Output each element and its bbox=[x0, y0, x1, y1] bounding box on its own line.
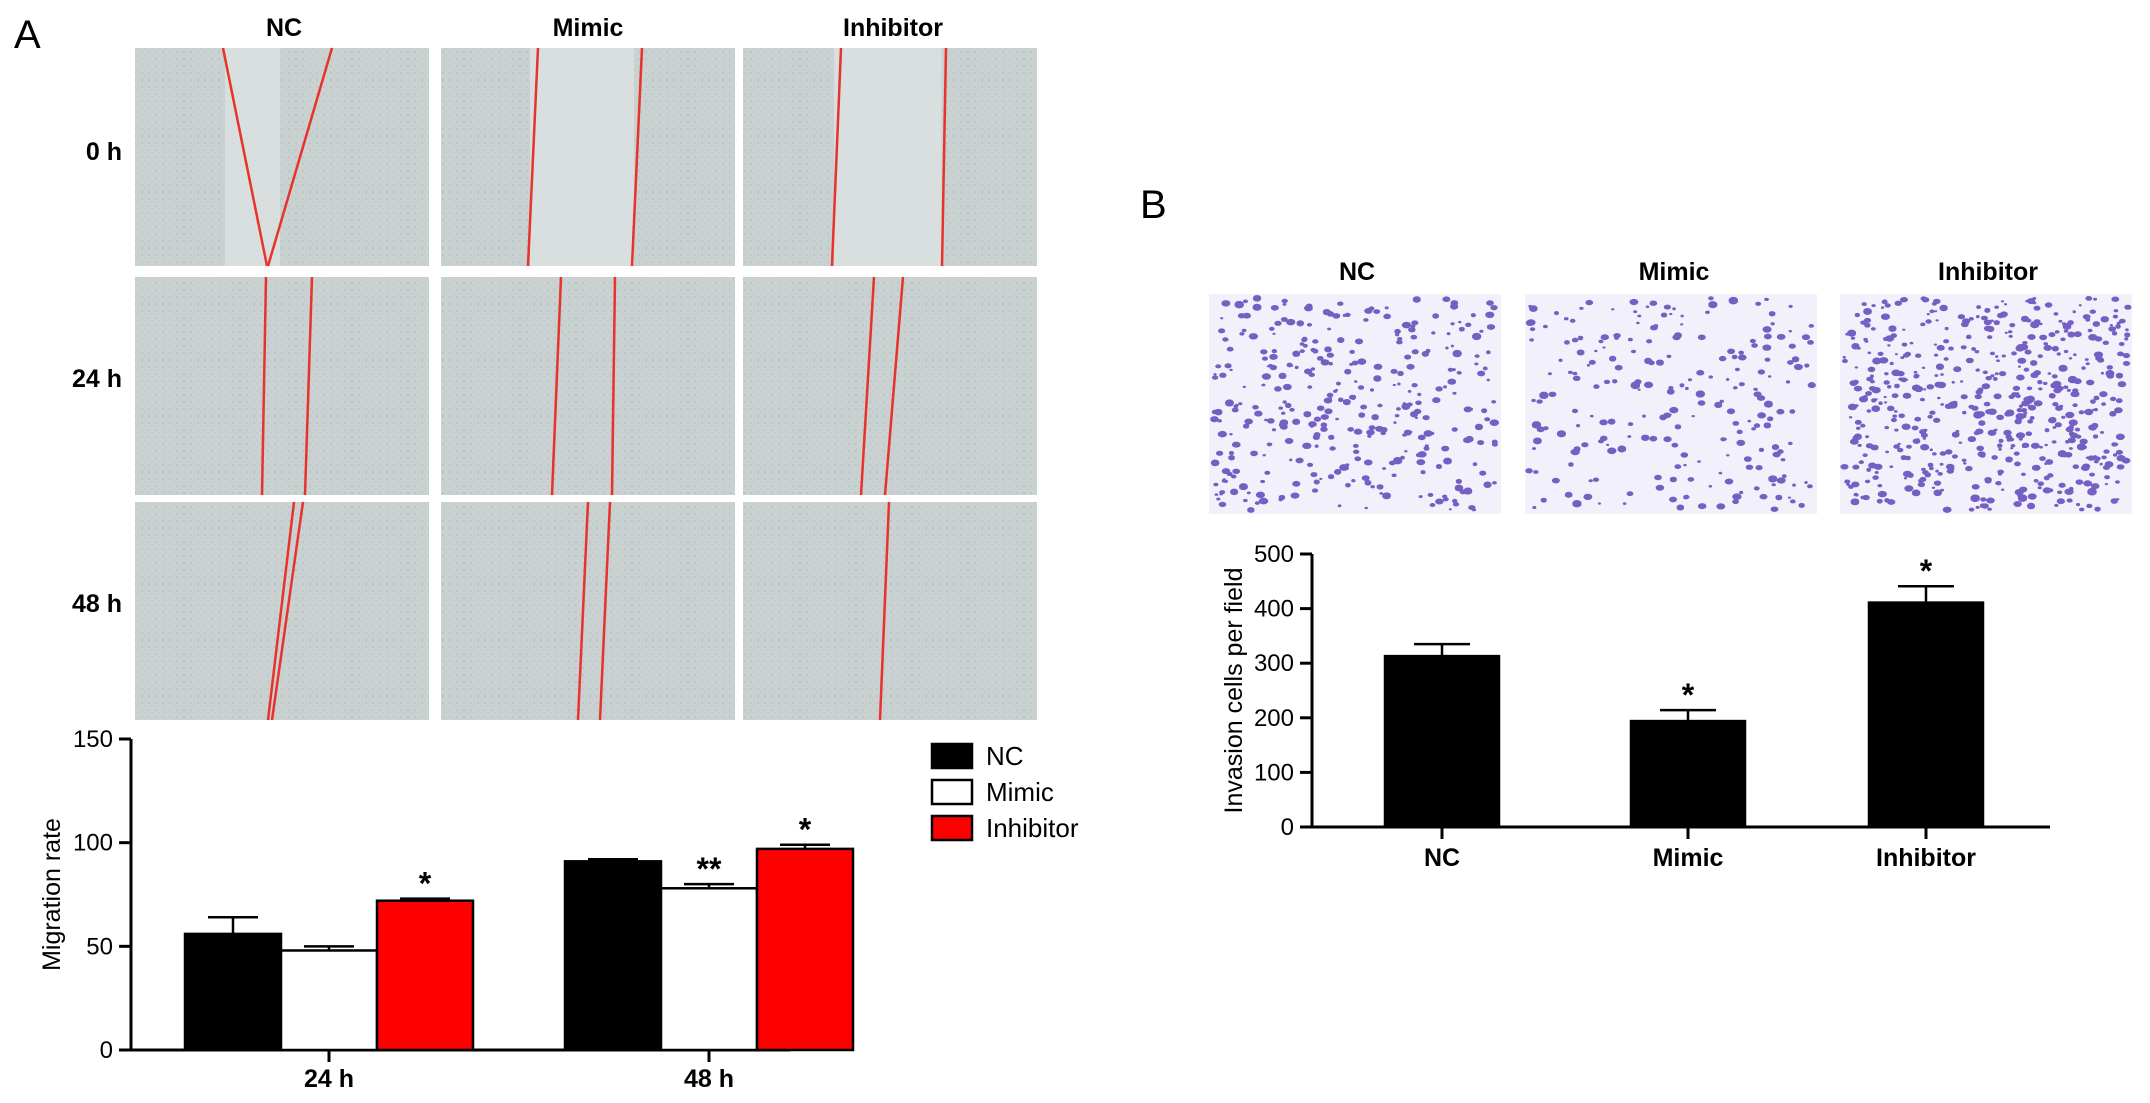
scratch-line bbox=[830, 47, 843, 267]
micrograph-0h-inhibitor bbox=[743, 47, 1037, 267]
legend-label-nc: NC bbox=[986, 741, 1024, 771]
scratch-line bbox=[610, 276, 617, 496]
panel-a-row-0h: 0 h bbox=[86, 138, 122, 166]
significance-marker: * bbox=[1920, 553, 1933, 589]
y-tick-label: 100 bbox=[73, 830, 113, 857]
significance-marker: ** bbox=[697, 851, 722, 887]
bar-mimic bbox=[1629, 719, 1747, 829]
micrograph-0h-nc bbox=[135, 47, 429, 267]
legend-label-inhibitor: Inhibitor bbox=[986, 813, 1079, 843]
panel-a-col-nc: NC bbox=[266, 14, 302, 42]
scratch-line bbox=[266, 501, 296, 721]
scratch-line bbox=[526, 47, 540, 267]
scratch-gap bbox=[225, 48, 280, 266]
micrograph-texture bbox=[743, 502, 1037, 720]
micrograph-texture bbox=[135, 277, 429, 495]
y-tick-label: 500 bbox=[1254, 541, 1294, 568]
micrograph-texture bbox=[743, 277, 1037, 495]
scratch-line bbox=[266, 47, 334, 267]
panel-a-row-48h: 48 h bbox=[72, 590, 122, 618]
y-tick-label: 300 bbox=[1254, 650, 1294, 677]
scratch-line bbox=[303, 276, 314, 496]
legend-label-mimic: Mimic bbox=[986, 777, 1054, 807]
scratch-line bbox=[270, 501, 305, 721]
bar-nc-24h bbox=[183, 932, 283, 1052]
y-tick-label: 100 bbox=[1254, 759, 1294, 786]
bar-mimic-24h bbox=[279, 949, 379, 1052]
bar-inhibitor bbox=[1867, 601, 1985, 829]
panel-b-col-inhibitor: Inhibitor bbox=[1938, 258, 2038, 286]
invasion-assay-micrographs bbox=[1209, 294, 2132, 514]
significance-marker: * bbox=[1682, 677, 1695, 713]
scratch-line bbox=[878, 501, 891, 721]
legend-swatch-inhibitor bbox=[930, 814, 974, 842]
micrograph-24h-mimic bbox=[441, 276, 735, 496]
y-tick-label: 200 bbox=[1254, 705, 1294, 732]
bar-mimic-48h bbox=[659, 887, 759, 1052]
y-tick-label: 0 bbox=[100, 1037, 113, 1064]
bar-inhibitor-24h bbox=[375, 899, 475, 1052]
legend-swatch-mimic bbox=[930, 778, 974, 806]
x-category-label: NC bbox=[1424, 844, 1460, 872]
scratch-line bbox=[940, 47, 948, 267]
x-category-label: Inhibitor bbox=[1876, 844, 1976, 872]
micrograph-48h-inhibitor bbox=[743, 501, 1037, 721]
micrograph-texture bbox=[441, 502, 735, 720]
y-tick-label: 50 bbox=[86, 933, 113, 960]
micrograph-48h-nc bbox=[135, 501, 429, 721]
scratch-line bbox=[630, 47, 644, 267]
scratch-line bbox=[859, 276, 876, 496]
panel-a-letter: A bbox=[14, 13, 41, 57]
scratch-gap bbox=[834, 48, 942, 266]
micrograph-0h-mimic bbox=[441, 47, 735, 267]
invasion-micrograph-inhibitor bbox=[1840, 294, 2132, 514]
scratch-line bbox=[221, 47, 269, 267]
stained-cells bbox=[1840, 296, 2132, 513]
scratch-line bbox=[260, 276, 268, 496]
invasion-micrograph-nc bbox=[1209, 294, 1501, 514]
y-axis-label: Invasion cells per field bbox=[1220, 568, 1248, 814]
panel-a-col-inhibitor: Inhibitor bbox=[843, 14, 943, 42]
scratch-line bbox=[883, 276, 905, 496]
panel-b-col-nc: NC bbox=[1339, 258, 1375, 286]
panel-b-col-mimic: Mimic bbox=[1639, 258, 1710, 286]
scratch-gap bbox=[530, 48, 634, 266]
scratch-line bbox=[576, 501, 590, 721]
bar-inhibitor-48h bbox=[755, 847, 855, 1052]
micrograph-24h-nc bbox=[135, 276, 429, 496]
y-axis-label: Migration rate bbox=[38, 818, 66, 971]
y-tick-label: 150 bbox=[73, 726, 113, 753]
scratch-line bbox=[550, 276, 563, 496]
bar-nc bbox=[1383, 654, 1501, 829]
significance-marker: * bbox=[419, 866, 432, 902]
micrograph-texture bbox=[441, 277, 735, 495]
micrograph-texture bbox=[135, 48, 429, 266]
panel-b-letter: B bbox=[1140, 183, 1167, 227]
micrograph-24h-inhibitor bbox=[743, 276, 1037, 496]
micrograph-48h-mimic bbox=[441, 501, 735, 721]
scratch-line bbox=[598, 501, 612, 721]
y-tick-label: 0 bbox=[1281, 814, 1294, 841]
stained-cells bbox=[1210, 294, 1499, 513]
invasion-micrograph-mimic bbox=[1525, 294, 1817, 514]
x-category-label: 48 h bbox=[684, 1065, 734, 1093]
panel-a-col-mimic: Mimic bbox=[553, 14, 624, 42]
x-category-label: 24 h bbox=[304, 1065, 354, 1093]
significance-marker: * bbox=[799, 812, 812, 848]
scratch-assay-micrographs bbox=[135, 47, 1037, 721]
panel-a-row-24h: 24 h bbox=[72, 365, 122, 393]
x-category-label: Mimic bbox=[1653, 844, 1724, 872]
bar-nc-48h bbox=[563, 860, 663, 1052]
y-tick-label: 400 bbox=[1254, 596, 1294, 623]
legend: NC Mimic Inhibitor bbox=[930, 741, 1079, 843]
legend-swatch-nc bbox=[930, 742, 974, 770]
invasion-micrograph-background bbox=[1209, 294, 1501, 514]
